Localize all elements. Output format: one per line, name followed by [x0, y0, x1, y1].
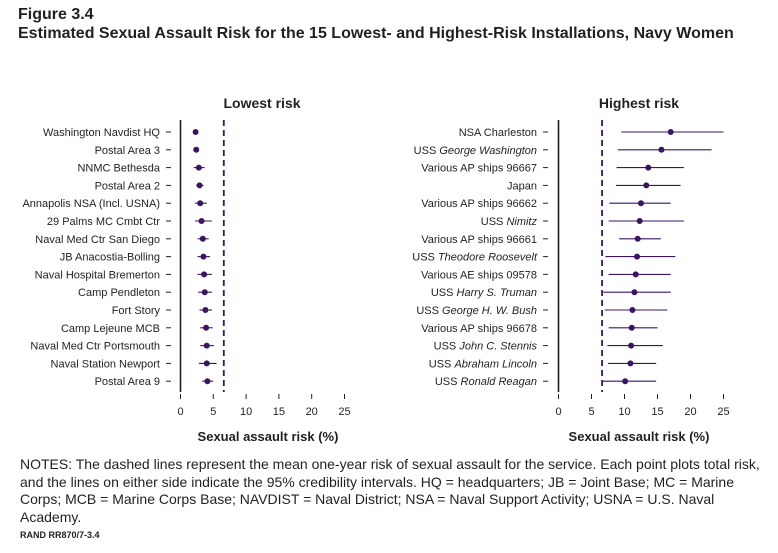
- lowest-category-label: Postal Area 9: [95, 376, 160, 388]
- lowest-risk-point: [196, 182, 203, 189]
- figure-title: Estimated Sexual Assault Risk for the 15…: [18, 25, 734, 42]
- highest-category-label: Various AP ships 96667: [421, 163, 537, 175]
- lowest-category-label: Naval Hospital Bremerton: [35, 269, 160, 281]
- highest-risk-point: [628, 342, 635, 349]
- highest-category-label: Japan: [507, 180, 537, 192]
- lowest-risk-point: [204, 378, 211, 385]
- lowest-category-label: Postal Area 3: [95, 145, 160, 157]
- highest-x-tick-label: 10: [618, 406, 630, 418]
- highest-category-label: USS Abraham Lincoln: [429, 358, 537, 370]
- figure-notes: NOTES: The dashed lines represent the me…: [20, 456, 760, 525]
- lowest-category-label: Fort Story: [112, 305, 161, 317]
- lowest-category-label: Postal Area 2: [95, 180, 160, 192]
- lowest-category-label: Annapolis NSA (Incl. USNA): [22, 198, 160, 210]
- highest-risk-point: [634, 253, 641, 260]
- highest-x-tick-label: 5: [588, 406, 594, 418]
- lowest-category-label: Naval Station Newport: [51, 358, 160, 370]
- highest-panel-title: Highest risk: [599, 95, 679, 111]
- lowest-risk-point: [199, 235, 206, 242]
- highest-x-tick-label: 25: [717, 406, 729, 418]
- lowest-category-label: Camp Pendleton: [78, 287, 160, 299]
- lowest-category-label: Washington Navdist HQ: [43, 127, 160, 139]
- lowest-x-tick-label: 15: [273, 406, 285, 418]
- highest-category-label: USS George Washington: [414, 145, 537, 157]
- lowest-x-tick-label: 0: [177, 406, 183, 418]
- highest-category-label: Various AE ships 09578: [421, 269, 537, 281]
- lowest-panel-title: Lowest risk: [223, 95, 300, 111]
- lowest-category-label: Camp Lejeune MCB: [61, 323, 160, 335]
- highest-category-label: USS George H. W. Bush: [416, 305, 537, 317]
- highest-risk-point: [622, 378, 629, 385]
- highest-category-label: USS Ronald Reagan: [435, 376, 537, 388]
- lowest-risk-point: [203, 324, 210, 331]
- highest-category-label: USS John C. Stennis: [434, 341, 538, 353]
- highest-category-label: USS Theodore Roosevelt: [412, 252, 538, 264]
- lowest-category-label: Naval Med Ctr Portsmouth: [30, 341, 160, 353]
- lowest-risk-point: [192, 129, 199, 135]
- lowest-risk-point: [200, 253, 207, 260]
- highest-risk-point: [658, 146, 665, 153]
- lowest-risk-point: [195, 164, 202, 171]
- lowest-x-tick-label: 5: [210, 406, 216, 418]
- highest-x-tick-label: 20: [684, 406, 696, 418]
- lowest-risk-point: [193, 146, 200, 153]
- figure-credit: RAND RR870/7-3.4: [20, 530, 100, 540]
- highest-risk-point: [645, 164, 652, 171]
- lowest-risk-point: [203, 360, 210, 367]
- lowest-x-tick-label: 10: [240, 406, 252, 418]
- lowest-x-tick-label: 25: [338, 406, 350, 418]
- highest-category-label: NSA Charleston: [459, 127, 537, 139]
- highest-risk-point: [636, 218, 643, 224]
- highest-risk-point: [634, 235, 641, 242]
- highest-category-label: USS Harry S. Truman: [431, 287, 537, 299]
- lowest-risk-point: [202, 307, 209, 313]
- highest-category-label: Various AP ships 96678: [421, 323, 537, 335]
- highest-category-label: USS Nimitz: [481, 216, 538, 228]
- highest-risk-point: [627, 360, 634, 367]
- lowest-risk-point: [197, 200, 204, 207]
- highest-category-label: Various AP ships 96662: [421, 198, 537, 210]
- highest-risk-point: [631, 289, 638, 296]
- highest-risk-point: [643, 182, 650, 189]
- highest-risk-point: [632, 271, 639, 278]
- highest-x-tick-label: 0: [555, 406, 561, 418]
- highest-risk-point: [629, 307, 636, 313]
- highest-x-tick-label: 15: [651, 406, 663, 418]
- figure-label: Figure 3.4: [18, 6, 94, 23]
- lowest-risk-point: [203, 342, 210, 349]
- lowest-risk-point: [198, 218, 205, 224]
- lowest-x-tick-label: 20: [306, 406, 318, 418]
- highest-risk-point: [638, 200, 644, 207]
- lowest-category-label: JB Anacostia-Bolling: [60, 252, 160, 264]
- highest-risk-point: [628, 324, 635, 331]
- lowest-category-label: 29 Palms MC Cmbt Ctr: [47, 216, 160, 228]
- lowest-category-label: NNMC Bethesda: [77, 163, 160, 175]
- highest-risk-point: [667, 129, 674, 135]
- lowest-category-label: Naval Med Ctr San Diego: [35, 234, 160, 246]
- highest-category-label: Various AP ships 96661: [421, 234, 537, 246]
- lowest-x-axis-label: Sexual assault risk (%): [198, 429, 339, 444]
- lowest-risk-point: [201, 289, 208, 296]
- lowest-risk-point: [201, 271, 208, 278]
- highest-x-axis-label: Sexual assault risk (%): [569, 429, 710, 444]
